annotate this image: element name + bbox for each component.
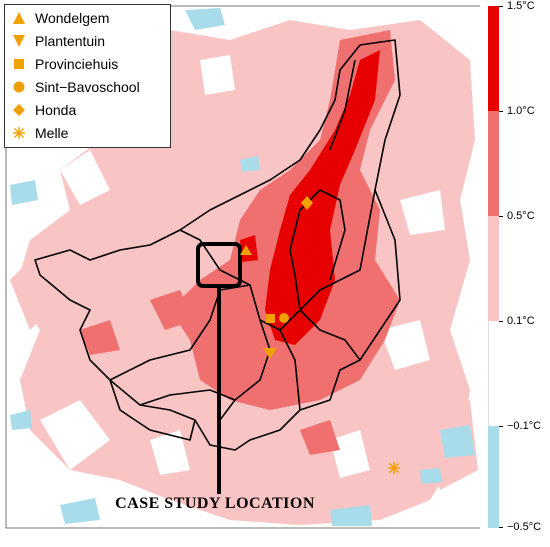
temperature-anomaly-map: [5, 5, 480, 529]
case-study-label: CASE STUDY LOCATION: [115, 495, 315, 512]
case-study-marker: [196, 242, 242, 494]
legend-label: Melle: [35, 125, 69, 141]
colorbar-segment-moderate: [488, 111, 499, 216]
square-icon: [11, 56, 27, 72]
colorbar-tick: [499, 321, 503, 322]
colorbar-tick: [499, 426, 503, 427]
legend-label: Sint−Bavoschool: [35, 79, 140, 95]
legend-item-melle: Melle: [11, 123, 68, 143]
colorbar-tick: [499, 6, 503, 7]
colorbar-segment-neutral: [488, 321, 499, 426]
colorbar-tick-label: 0.5°C: [507, 210, 535, 222]
colorbar-tick-label: 1.5°C: [507, 0, 535, 12]
legend-label: Provinciehuis: [35, 56, 119, 72]
legend-label: Wondelgem: [35, 10, 110, 26]
legend-item-sint-bavoschool: Sint−Bavoschool: [11, 77, 140, 97]
station-honda-marker: [301, 196, 313, 210]
asterisk-icon: [11, 125, 27, 141]
temperature-colorbar: [488, 6, 499, 528]
station-markers: [240, 196, 400, 474]
legend-label: Plantentuin: [35, 33, 106, 49]
station-melle-marker: [388, 462, 400, 474]
legend-item-provinciehuis: Provinciehuis: [11, 54, 118, 74]
colorbar-tick-label: −0.1°C: [507, 420, 542, 432]
station-legend: Wondelgem Plantentuin Provinciehuis Sint…: [4, 4, 171, 148]
station-provinciehuis-marker: [266, 314, 275, 323]
colorbar-tick: [499, 527, 503, 528]
diamond-icon: [11, 102, 27, 118]
colorbar-tick: [499, 216, 503, 217]
colorbar-tick: [499, 111, 503, 112]
legend-label: Honda: [35, 102, 77, 118]
legend-item-plantentuin: Plantentuin: [11, 31, 105, 51]
legend-item-wondelgem: Wondelgem: [11, 8, 109, 28]
anomaly-zone-cool: [10, 8, 475, 526]
anomaly-zone-neutral: [40, 55, 445, 478]
colorbar-tick-label: −0.5°C: [507, 521, 542, 533]
station-plantentuin-marker: [263, 348, 277, 359]
station-wondelgem-marker: [240, 245, 252, 255]
triangle-down-icon: [11, 33, 27, 49]
colorbar-tick-label: 0.1°C: [507, 315, 535, 327]
colorbar-segment-light: [488, 216, 499, 321]
map-frame: [5, 5, 480, 529]
station-sint-bavoschool-marker: [279, 313, 289, 323]
circle-icon: [11, 79, 27, 95]
colorbar-tick-label: 1.0°C: [507, 105, 535, 117]
district-boundaries: [34, 39, 401, 451]
colorbar-segment-strong: [488, 6, 499, 111]
triangle-up-icon: [11, 10, 27, 26]
colorbar-segment-cool: [488, 426, 499, 528]
legend-item-honda: Honda: [11, 100, 76, 120]
